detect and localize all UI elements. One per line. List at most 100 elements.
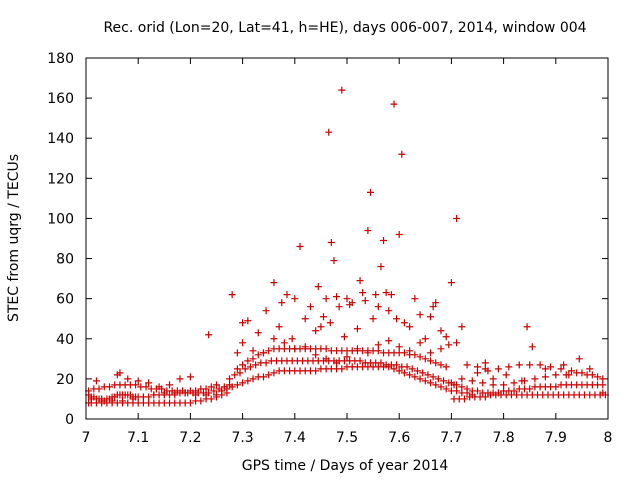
data-point <box>325 128 333 136</box>
data-point <box>447 379 455 387</box>
data-point <box>541 365 549 373</box>
data-point <box>510 379 518 387</box>
data-point <box>374 341 382 349</box>
data-point <box>236 369 244 377</box>
data-point <box>395 230 403 238</box>
data-point <box>434 375 442 383</box>
data-point <box>385 307 393 315</box>
data-point <box>270 335 278 343</box>
data-point <box>207 395 215 403</box>
data-point <box>132 381 140 389</box>
data-point <box>312 367 320 375</box>
data-point <box>249 375 257 383</box>
y-tick-label: 40 <box>56 332 74 348</box>
data-point <box>105 383 113 391</box>
data-point <box>301 315 309 323</box>
data-point <box>479 379 487 387</box>
data-point <box>406 371 414 379</box>
data-point <box>210 387 218 395</box>
data-point <box>374 347 382 355</box>
data-point <box>518 377 526 385</box>
data-point <box>314 283 322 291</box>
data-point <box>327 239 335 247</box>
data-point <box>377 359 385 367</box>
data-point <box>359 289 367 297</box>
data-point <box>92 377 100 385</box>
data-point <box>382 289 390 297</box>
data-point <box>523 323 531 331</box>
data-point <box>541 373 549 381</box>
data-point <box>186 399 194 407</box>
data-point <box>317 323 325 331</box>
data-point <box>296 243 304 251</box>
data-point <box>416 311 424 319</box>
data-point <box>552 383 560 391</box>
data-point <box>453 339 461 347</box>
data-point <box>333 293 341 301</box>
data-point <box>442 385 450 393</box>
data-point <box>134 377 142 385</box>
data-point <box>599 381 607 389</box>
data-point <box>301 343 309 351</box>
data-point <box>421 335 429 343</box>
data-point <box>231 371 239 379</box>
data-point <box>366 188 374 196</box>
data-point <box>233 349 241 357</box>
data-point <box>322 295 330 303</box>
data-point <box>150 391 158 399</box>
data-point <box>241 365 249 373</box>
data-point <box>246 363 254 371</box>
x-tick-label: 7.9 <box>545 430 567 446</box>
data-point <box>239 379 247 387</box>
data-point <box>442 363 450 371</box>
data-point <box>160 389 168 397</box>
chart-title: Rec. orid (Lon=20, Lat=41, h=HE), days 0… <box>103 20 586 36</box>
y-tick-label: 120 <box>47 171 74 187</box>
data-point <box>515 361 523 369</box>
data-point <box>145 379 153 387</box>
data-point <box>213 391 220 399</box>
data-point <box>244 357 252 365</box>
data-point <box>481 359 489 367</box>
data-point <box>142 383 150 391</box>
data-point <box>108 397 116 405</box>
data-point <box>249 355 257 363</box>
data-point <box>270 279 278 287</box>
data-point <box>398 150 406 158</box>
x-tick-label: 8 <box>604 430 613 446</box>
data-point <box>424 371 432 379</box>
data-point <box>356 277 364 285</box>
data-point <box>166 381 174 389</box>
data-point <box>330 257 338 265</box>
data-point <box>259 349 267 357</box>
data-point <box>361 297 369 305</box>
data-point <box>223 385 231 393</box>
y-axis-label: STEC from uqrg / TECUs <box>6 154 22 322</box>
data-point <box>233 381 241 389</box>
data-point <box>338 365 346 373</box>
data-point <box>312 327 320 335</box>
data-point <box>377 263 385 271</box>
data-point <box>429 373 437 381</box>
data-point <box>437 327 445 335</box>
data-point <box>599 375 607 383</box>
data-point <box>393 315 401 323</box>
data-point <box>233 365 241 373</box>
data-point <box>408 365 416 373</box>
data-point <box>481 393 489 401</box>
y-tick-label: 0 <box>65 412 74 428</box>
y-tick-labels: 0 20 40 60 80 100 120 140 160 180 <box>47 51 74 428</box>
data-point <box>306 303 314 311</box>
data-point <box>87 395 95 403</box>
data-point <box>510 387 518 395</box>
data-point <box>369 315 377 323</box>
data-point <box>95 385 103 393</box>
data-point <box>333 359 341 367</box>
data-point <box>463 361 471 369</box>
data-point <box>393 361 401 369</box>
data-point <box>474 387 481 395</box>
x-tick-label: 7.8 <box>492 430 514 446</box>
data-point <box>453 381 461 389</box>
data-point <box>387 291 395 299</box>
